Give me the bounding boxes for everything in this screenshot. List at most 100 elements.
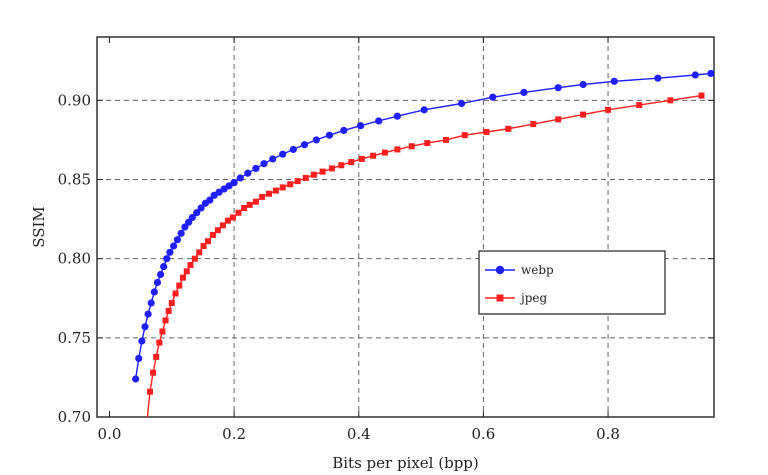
series-jpeg-point <box>338 162 345 169</box>
series-webp <box>132 69 714 383</box>
grid-lines <box>97 37 714 417</box>
legend-webp-label: webp <box>521 263 554 277</box>
series-webp-point <box>457 99 466 108</box>
series-webp-point <box>420 106 428 114</box>
series-webp-point <box>138 337 146 345</box>
series-jpeg-point <box>214 227 221 234</box>
series-jpeg-point <box>580 111 587 118</box>
series-webp-point <box>173 236 181 244</box>
x-tick-label: 0.4 <box>347 425 371 443</box>
legend-webp-marker <box>495 265 505 275</box>
series-jpeg-point <box>698 92 705 99</box>
series-jpeg-point <box>461 132 468 139</box>
series-webp-point <box>132 375 140 383</box>
series-webp-point <box>244 169 252 177</box>
series-jpeg-point <box>153 353 160 360</box>
series-webp-point <box>707 69 714 78</box>
y-tick-label: 0.90 <box>58 91 91 109</box>
y-axis-title: SSIM <box>30 206 48 248</box>
series-jpeg-point <box>302 174 309 181</box>
series-webp-point <box>160 262 168 271</box>
series-jpeg-point <box>219 222 226 229</box>
series-jpeg-point <box>483 129 490 135</box>
series-webp-point <box>554 84 562 92</box>
series-webp-point <box>153 278 162 287</box>
series-webp-point <box>300 141 309 149</box>
series-jpeg-point <box>272 187 279 194</box>
x-tick-label: 0.8 <box>596 425 620 443</box>
series-webp-point <box>393 112 401 120</box>
series-jpeg-point <box>443 136 450 143</box>
series-jpeg-point <box>241 205 248 211</box>
series-jpeg-point <box>358 155 365 162</box>
series-jpeg-point <box>266 190 273 197</box>
series-webp-point <box>197 204 205 212</box>
series-jpeg-point <box>279 184 286 191</box>
series-jpeg-point <box>159 328 166 335</box>
series-jpeg-point <box>310 171 317 178</box>
data-series <box>132 69 714 425</box>
series-webp-point <box>147 299 155 307</box>
series-jpeg-point <box>150 369 157 376</box>
series-webp-point <box>279 150 287 158</box>
series-jpeg-point <box>348 159 355 166</box>
series-jpeg <box>144 92 705 425</box>
series-jpeg-point <box>294 178 301 185</box>
series-webp-point <box>579 80 587 89</box>
series-webp-point <box>375 117 383 125</box>
series-jpeg-point <box>505 125 512 132</box>
series-jpeg-point <box>259 193 266 200</box>
series-jpeg-point <box>200 243 207 249</box>
series-jpeg-point <box>156 339 163 346</box>
series-jpeg-point <box>187 262 194 268</box>
series-jpeg-point <box>165 307 172 314</box>
series-webp-point <box>230 179 238 187</box>
series-jpeg-point <box>209 231 216 238</box>
y-tick-label: 0.75 <box>58 329 91 347</box>
series-jpeg-point <box>180 274 187 281</box>
series-webp-point <box>144 310 152 318</box>
series-jpeg-point <box>555 116 562 123</box>
series-jpeg-point <box>408 143 415 150</box>
series-webp-point <box>188 213 196 222</box>
series-webp-point <box>654 74 662 82</box>
series-webp-point <box>691 71 699 79</box>
series-jpeg-point <box>162 317 169 324</box>
series-webp-point <box>610 77 618 85</box>
series-jpeg-point <box>191 255 198 262</box>
series-jpeg-point <box>605 106 612 113</box>
series-jpeg-point <box>394 146 401 153</box>
series-jpeg-point <box>224 217 231 224</box>
series-webp-point <box>289 145 297 154</box>
series-webp-point <box>340 126 348 135</box>
series-webp-point <box>135 354 143 363</box>
series-webp-point <box>166 248 174 256</box>
series-jpeg-point <box>196 249 203 256</box>
y-tick-label: 0.80 <box>58 250 91 268</box>
legend-jpeg-marker <box>496 294 504 302</box>
series-webp-point <box>141 323 149 331</box>
series-jpeg-point <box>229 214 236 221</box>
series-webp-point <box>193 209 201 217</box>
y-tick-label: 0.70 <box>58 408 91 426</box>
series-jpeg-point <box>235 209 242 216</box>
x-tick-label: 0.0 <box>98 425 122 443</box>
series-jpeg-point <box>204 238 211 245</box>
series-webp-point <box>236 174 244 182</box>
series-webp-point <box>170 242 178 250</box>
series-jpeg-point <box>319 168 326 175</box>
series-jpeg-point <box>252 198 259 205</box>
series-webp-point <box>163 255 171 263</box>
series-jpeg-point <box>328 165 335 172</box>
series-jpeg-point <box>530 121 537 128</box>
legend-jpeg-label: jpeg <box>519 291 548 305</box>
series-webp-point <box>260 160 268 168</box>
series-jpeg-point <box>172 290 179 297</box>
series-jpeg-point <box>176 282 183 289</box>
series-jpeg-point <box>144 419 150 425</box>
series-webp-point <box>252 164 260 173</box>
series-jpeg-point <box>370 152 377 159</box>
series-webp-point <box>357 122 365 130</box>
series-webp-point <box>156 270 165 279</box>
